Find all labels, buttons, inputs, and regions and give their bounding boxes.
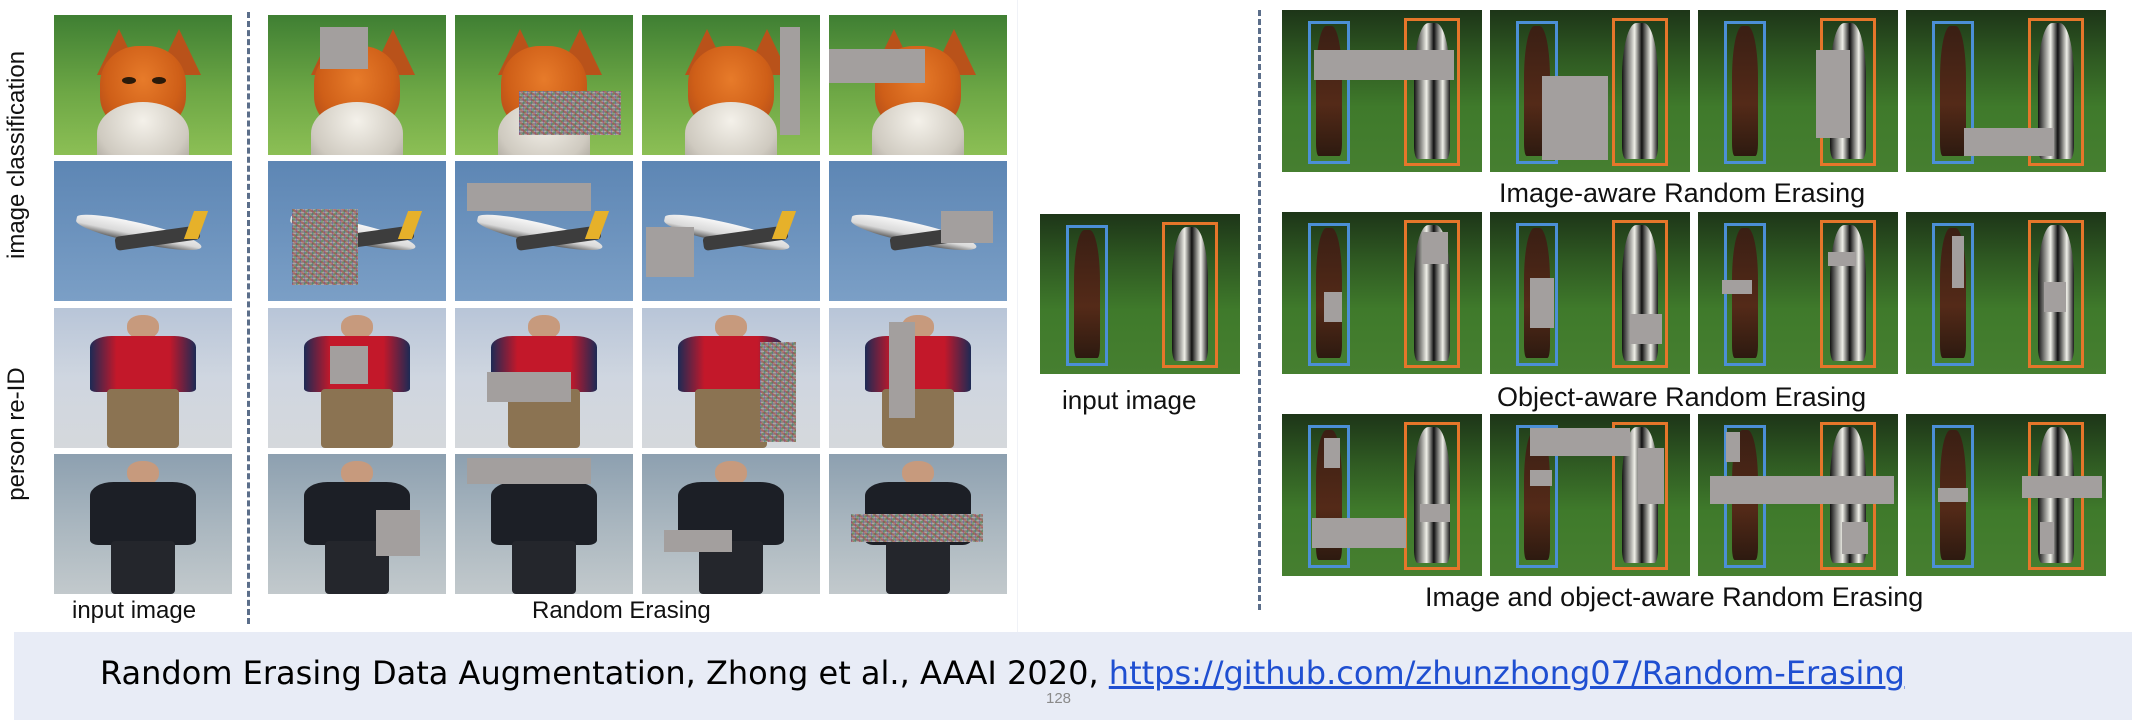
input-person-black-image bbox=[54, 454, 232, 594]
random-erasing-label: Random Erasing bbox=[532, 597, 711, 624]
erase-patch bbox=[1630, 314, 1662, 344]
erase-patch bbox=[1842, 522, 1868, 554]
erase-patch bbox=[1420, 504, 1450, 522]
erase-patch bbox=[1710, 476, 1894, 504]
erase-patch bbox=[1722, 280, 1752, 294]
erase-patch bbox=[2040, 522, 2054, 554]
erased-fox-4 bbox=[829, 15, 1007, 155]
object-aware-caption: Object-aware Random Erasing bbox=[1497, 382, 1867, 412]
image-object-aware-caption: Image and object-aware Random Erasing bbox=[1425, 582, 1924, 612]
erase-patch bbox=[1828, 252, 1856, 266]
erase-patch bbox=[1530, 470, 1552, 486]
row-label-image-classification: image classification bbox=[3, 50, 30, 259]
erase-patch bbox=[320, 27, 368, 69]
object-aware-horse-4 bbox=[1906, 212, 2106, 374]
erase-patch bbox=[1816, 50, 1850, 138]
erased-person-black-4 bbox=[829, 454, 1007, 594]
erase-patch bbox=[1542, 76, 1608, 160]
left-figure-panel: image classification person re-ID bbox=[0, 0, 1018, 632]
right-input-horse-image bbox=[1040, 214, 1240, 374]
right-divider-dashed-line bbox=[1258, 10, 1261, 610]
image-aware-horse-1 bbox=[1282, 10, 1482, 172]
input-person-red-image bbox=[54, 308, 232, 448]
page-number: 128 bbox=[1046, 690, 1072, 707]
erase-patch bbox=[1530, 428, 1630, 456]
object-aware-horse-3 bbox=[1698, 212, 1898, 374]
erase-patch bbox=[467, 183, 591, 211]
erased-fox-1 bbox=[268, 15, 446, 155]
erase-noise-patch bbox=[851, 514, 983, 542]
erase-patch bbox=[1938, 488, 1968, 502]
erase-patch bbox=[330, 346, 368, 384]
erase-patch bbox=[780, 27, 800, 135]
erase-patch bbox=[1314, 50, 1454, 80]
erase-patch bbox=[1312, 518, 1406, 548]
input-fox-image bbox=[54, 15, 232, 155]
erase-patch bbox=[1726, 432, 1740, 462]
erase-patch bbox=[2022, 476, 2102, 498]
erase-patch bbox=[829, 49, 925, 83]
erased-person-black-2 bbox=[455, 454, 633, 594]
erased-person-black-1 bbox=[268, 454, 446, 594]
erase-patch bbox=[664, 530, 732, 552]
left-input-image-label: input image bbox=[72, 597, 197, 624]
row-label-person-reid: person re-ID bbox=[3, 367, 30, 501]
erase-noise-patch bbox=[760, 342, 796, 442]
erase-patch bbox=[646, 227, 694, 277]
erase-patch bbox=[1324, 438, 1340, 468]
erase-patch bbox=[376, 510, 420, 556]
image-aware-horse-4 bbox=[1906, 10, 2106, 172]
erase-patch bbox=[487, 372, 571, 402]
image-object-aware-horse-2 bbox=[1490, 414, 1690, 576]
image-aware-horse-3 bbox=[1698, 10, 1898, 172]
erase-patch bbox=[1964, 128, 2054, 156]
image-object-aware-horse-1 bbox=[1282, 414, 1482, 576]
erased-person-black-3 bbox=[642, 454, 820, 594]
erase-patch bbox=[1952, 236, 1964, 288]
erase-patch bbox=[1324, 292, 1342, 322]
citation-footer: Random Erasing Data Augmentation, Zhong … bbox=[14, 632, 2132, 720]
erase-patch bbox=[2044, 282, 2066, 312]
erase-noise-patch bbox=[292, 209, 358, 285]
right-figure-panel: input image Image-aware Random Erasing bbox=[1032, 0, 2146, 632]
citation-line: Random Erasing Data Augmentation, Zhong … bbox=[100, 654, 1905, 692]
object-aware-horse-1 bbox=[1282, 212, 1482, 374]
erase-patch bbox=[467, 458, 591, 484]
citation-text: Random Erasing Data Augmentation, Zhong … bbox=[100, 654, 1109, 692]
github-link[interactable]: https://github.com/zhunzhong07/Random-Er… bbox=[1108, 654, 1905, 692]
image-object-aware-horse-3 bbox=[1698, 414, 1898, 576]
erase-noise-patch bbox=[519, 91, 621, 135]
erase-patch bbox=[1638, 448, 1664, 504]
erased-person-red-2 bbox=[455, 308, 633, 448]
erased-plane-2 bbox=[455, 161, 633, 301]
object-aware-horse-2 bbox=[1490, 212, 1690, 374]
erased-person-red-4 bbox=[829, 308, 1007, 448]
erased-plane-4 bbox=[829, 161, 1007, 301]
right-input-image-label: input image bbox=[1062, 385, 1197, 415]
erased-person-red-1 bbox=[268, 308, 446, 448]
erased-person-red-3 bbox=[642, 308, 820, 448]
erase-patch bbox=[889, 322, 915, 418]
erase-patch bbox=[1422, 232, 1448, 264]
left-divider-dashed-line bbox=[247, 12, 250, 624]
erase-patch bbox=[1530, 278, 1554, 328]
erased-plane-1 bbox=[268, 161, 446, 301]
erased-plane-3 bbox=[642, 161, 820, 301]
erased-fox-2 bbox=[455, 15, 633, 155]
erase-patch bbox=[941, 211, 993, 243]
erased-fox-3 bbox=[642, 15, 820, 155]
input-airplane-image bbox=[54, 161, 232, 301]
image-aware-horse-2 bbox=[1490, 10, 1690, 172]
image-aware-caption: Image-aware Random Erasing bbox=[1499, 178, 1866, 208]
image-object-aware-horse-4 bbox=[1906, 414, 2106, 576]
